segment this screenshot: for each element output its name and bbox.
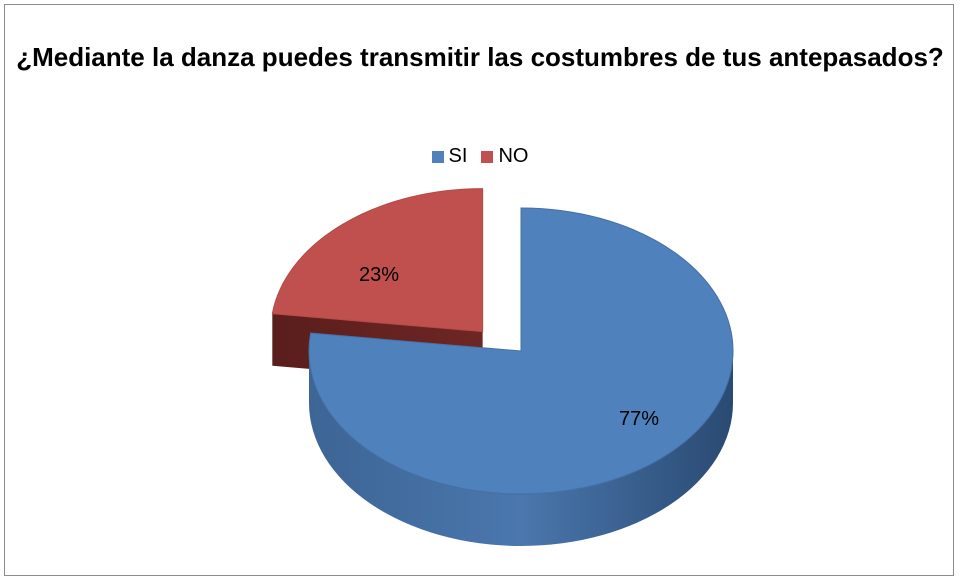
pie-slices <box>271 188 734 546</box>
data-label-no: 23% <box>359 264 399 286</box>
legend-swatch-no <box>481 150 494 163</box>
legend-item-no: NO <box>481 145 528 168</box>
pie-chart: 77% 23% <box>271 188 734 546</box>
slice-no <box>271 188 484 333</box>
chart-legend: SI NO <box>5 145 955 168</box>
chart-frame: ¿Mediante la danza puedes transmitir las… <box>4 4 954 576</box>
legend-item-si: SI <box>431 145 468 168</box>
legend-swatch-si <box>431 150 444 163</box>
slice-si-side <box>309 351 733 546</box>
slice-si <box>308 207 734 495</box>
legend-label-si: SI <box>448 145 468 167</box>
data-label-si: 77% <box>619 408 659 430</box>
pie-labels: 77% 23% <box>359 264 659 430</box>
chart-title: ¿Mediante la danza puedes transmitir las… <box>16 42 944 72</box>
legend-label-no: NO <box>498 145 529 167</box>
